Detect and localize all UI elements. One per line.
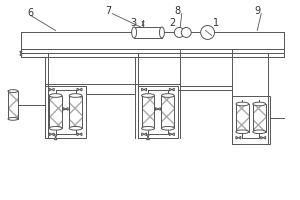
Bar (253, 104, 266, 132)
Bar (69, 96, 82, 128)
Polygon shape (52, 88, 54, 91)
Ellipse shape (49, 126, 62, 130)
Polygon shape (142, 88, 144, 91)
Ellipse shape (161, 94, 174, 97)
Bar (69, 96, 82, 128)
Bar (161, 96, 174, 128)
Ellipse shape (253, 102, 266, 106)
Text: 2: 2 (170, 18, 176, 28)
Polygon shape (77, 88, 80, 91)
Ellipse shape (236, 102, 249, 106)
Ellipse shape (161, 126, 174, 130)
Polygon shape (261, 136, 263, 139)
Ellipse shape (236, 130, 249, 134)
Polygon shape (49, 133, 52, 136)
Polygon shape (147, 135, 149, 137)
Ellipse shape (69, 126, 82, 130)
Polygon shape (169, 88, 172, 91)
Bar (49, 96, 62, 128)
Bar (236, 104, 249, 132)
Ellipse shape (8, 117, 18, 120)
Bar (142, 96, 154, 128)
Polygon shape (20, 53, 22, 55)
Text: 9: 9 (254, 6, 260, 16)
Circle shape (174, 28, 184, 37)
Polygon shape (142, 22, 144, 24)
Ellipse shape (132, 27, 136, 38)
Polygon shape (49, 88, 52, 91)
Polygon shape (54, 137, 57, 140)
Bar (45, 86, 86, 138)
Polygon shape (142, 24, 144, 26)
Polygon shape (77, 133, 80, 136)
Polygon shape (142, 133, 144, 136)
Ellipse shape (142, 94, 154, 97)
Bar (8, 91, 18, 119)
Text: 1: 1 (212, 18, 219, 28)
Bar (236, 104, 249, 132)
Bar (161, 96, 174, 128)
Ellipse shape (160, 27, 164, 38)
Text: 8: 8 (175, 6, 181, 16)
Polygon shape (80, 133, 82, 136)
Bar (142, 96, 154, 128)
Ellipse shape (142, 126, 154, 130)
Polygon shape (236, 136, 238, 139)
Bar (232, 96, 270, 144)
Polygon shape (172, 133, 174, 136)
Bar (253, 104, 266, 132)
Text: 6: 6 (28, 8, 34, 18)
Polygon shape (155, 108, 158, 110)
Bar (49, 96, 62, 128)
Bar (134, 27, 162, 38)
Ellipse shape (49, 94, 62, 97)
Polygon shape (144, 88, 146, 91)
Polygon shape (20, 51, 22, 53)
Polygon shape (158, 108, 160, 110)
Polygon shape (66, 108, 68, 110)
Polygon shape (52, 133, 54, 136)
Polygon shape (54, 135, 57, 137)
Circle shape (181, 28, 191, 37)
Polygon shape (80, 88, 82, 91)
Text: 3: 3 (130, 18, 136, 28)
Ellipse shape (253, 130, 266, 134)
Polygon shape (144, 133, 146, 136)
Bar (8, 91, 18, 119)
Polygon shape (263, 136, 266, 139)
Bar (138, 86, 178, 138)
Ellipse shape (8, 90, 18, 92)
Polygon shape (238, 136, 241, 139)
Polygon shape (172, 88, 174, 91)
Ellipse shape (69, 94, 82, 97)
Circle shape (201, 26, 214, 39)
Polygon shape (169, 133, 172, 136)
Text: 7: 7 (105, 6, 111, 16)
Polygon shape (147, 137, 149, 140)
Polygon shape (63, 108, 66, 110)
